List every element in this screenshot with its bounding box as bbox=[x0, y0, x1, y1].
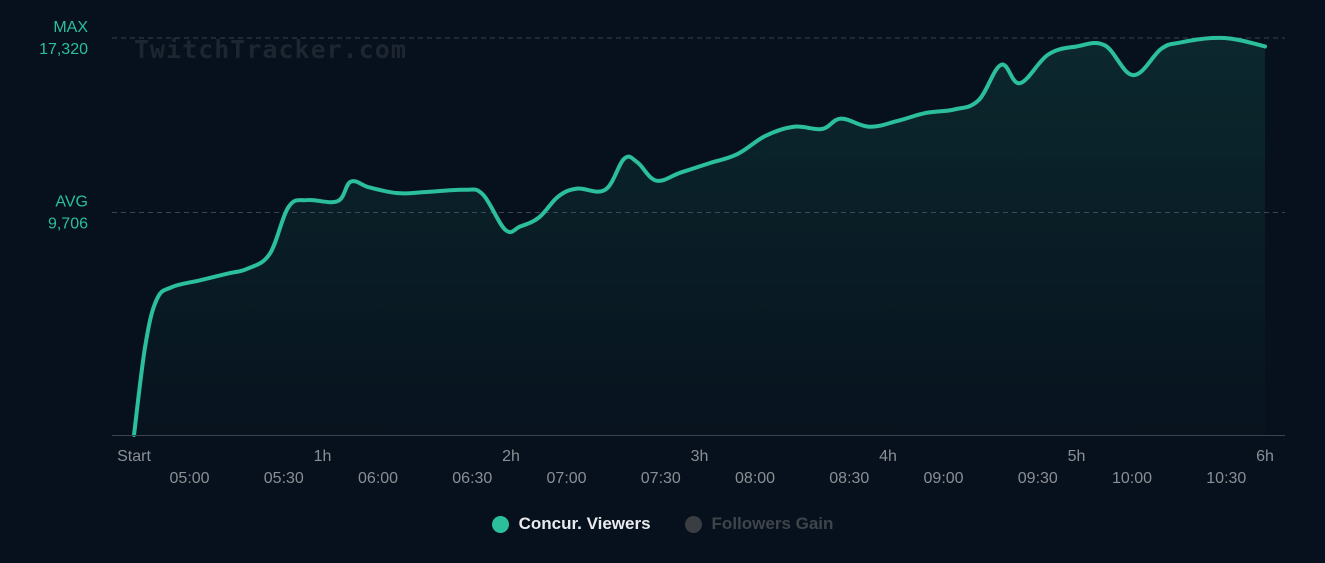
x-tick-clock: 10:30 bbox=[1206, 470, 1246, 487]
x-tick-clock: 08:30 bbox=[829, 470, 869, 487]
legend-dot-concur-viewers bbox=[491, 515, 509, 533]
x-ticks-clock: 05:00 05:30 06:00 06:30 07:00 07:30 08:00 08:30… bbox=[170, 470, 1247, 487]
x-ticks-hours: Start 1h 2h 3h 4h 5h 6h bbox=[117, 448, 1274, 465]
x-tick-hour: 2h bbox=[502, 448, 520, 465]
avg-label: AVG bbox=[55, 194, 88, 211]
max-value: 17,320 bbox=[39, 41, 88, 58]
chart-legend: Concur. Viewers Followers Gain bbox=[0, 508, 1325, 540]
x-tick-clock: 07:00 bbox=[547, 470, 587, 487]
x-tick-clock: 06:00 bbox=[358, 470, 398, 487]
viewers-line[interactable] bbox=[132, 35, 1267, 437]
x-tick-clock: 09:30 bbox=[1018, 470, 1058, 487]
legend-item-concur-viewers[interactable]: Concur. Viewers bbox=[491, 514, 651, 534]
x-tick-hour: 1h bbox=[314, 448, 332, 465]
legend-item-followers-gain[interactable]: Followers Gain bbox=[684, 514, 834, 534]
max-label: MAX bbox=[53, 19, 88, 36]
avg-value: 9,706 bbox=[48, 216, 88, 233]
x-tick-clock: 08:00 bbox=[735, 470, 775, 487]
legend-label-concur-viewers: Concur. Viewers bbox=[518, 514, 651, 533]
x-tick-hour: 4h bbox=[879, 448, 897, 465]
x-tick-hour: 6h bbox=[1256, 448, 1274, 465]
legend-dot-followers-gain bbox=[684, 515, 702, 533]
x-tick-clock: 09:00 bbox=[924, 470, 964, 487]
x-tick-clock: 06:30 bbox=[452, 470, 492, 487]
x-tick-clock: 05:30 bbox=[264, 470, 304, 487]
x-tick-clock: 05:00 bbox=[170, 470, 210, 487]
x-tick-hour: 5h bbox=[1068, 448, 1086, 465]
x-tick-hour: Start bbox=[117, 448, 151, 465]
x-tick-hour: 3h bbox=[691, 448, 709, 465]
x-tick-clock: 10:00 bbox=[1112, 470, 1152, 487]
chart-canvas: TwitchTracker.com MAX 17,320 AVG 9,706 S… bbox=[39, 19, 1285, 487]
legend-label-followers-gain: Followers Gain bbox=[711, 514, 834, 533]
x-tick-clock: 07:30 bbox=[641, 470, 681, 487]
viewers-area bbox=[134, 37, 1265, 436]
watermark-text: TwitchTracker.com bbox=[134, 35, 407, 64]
